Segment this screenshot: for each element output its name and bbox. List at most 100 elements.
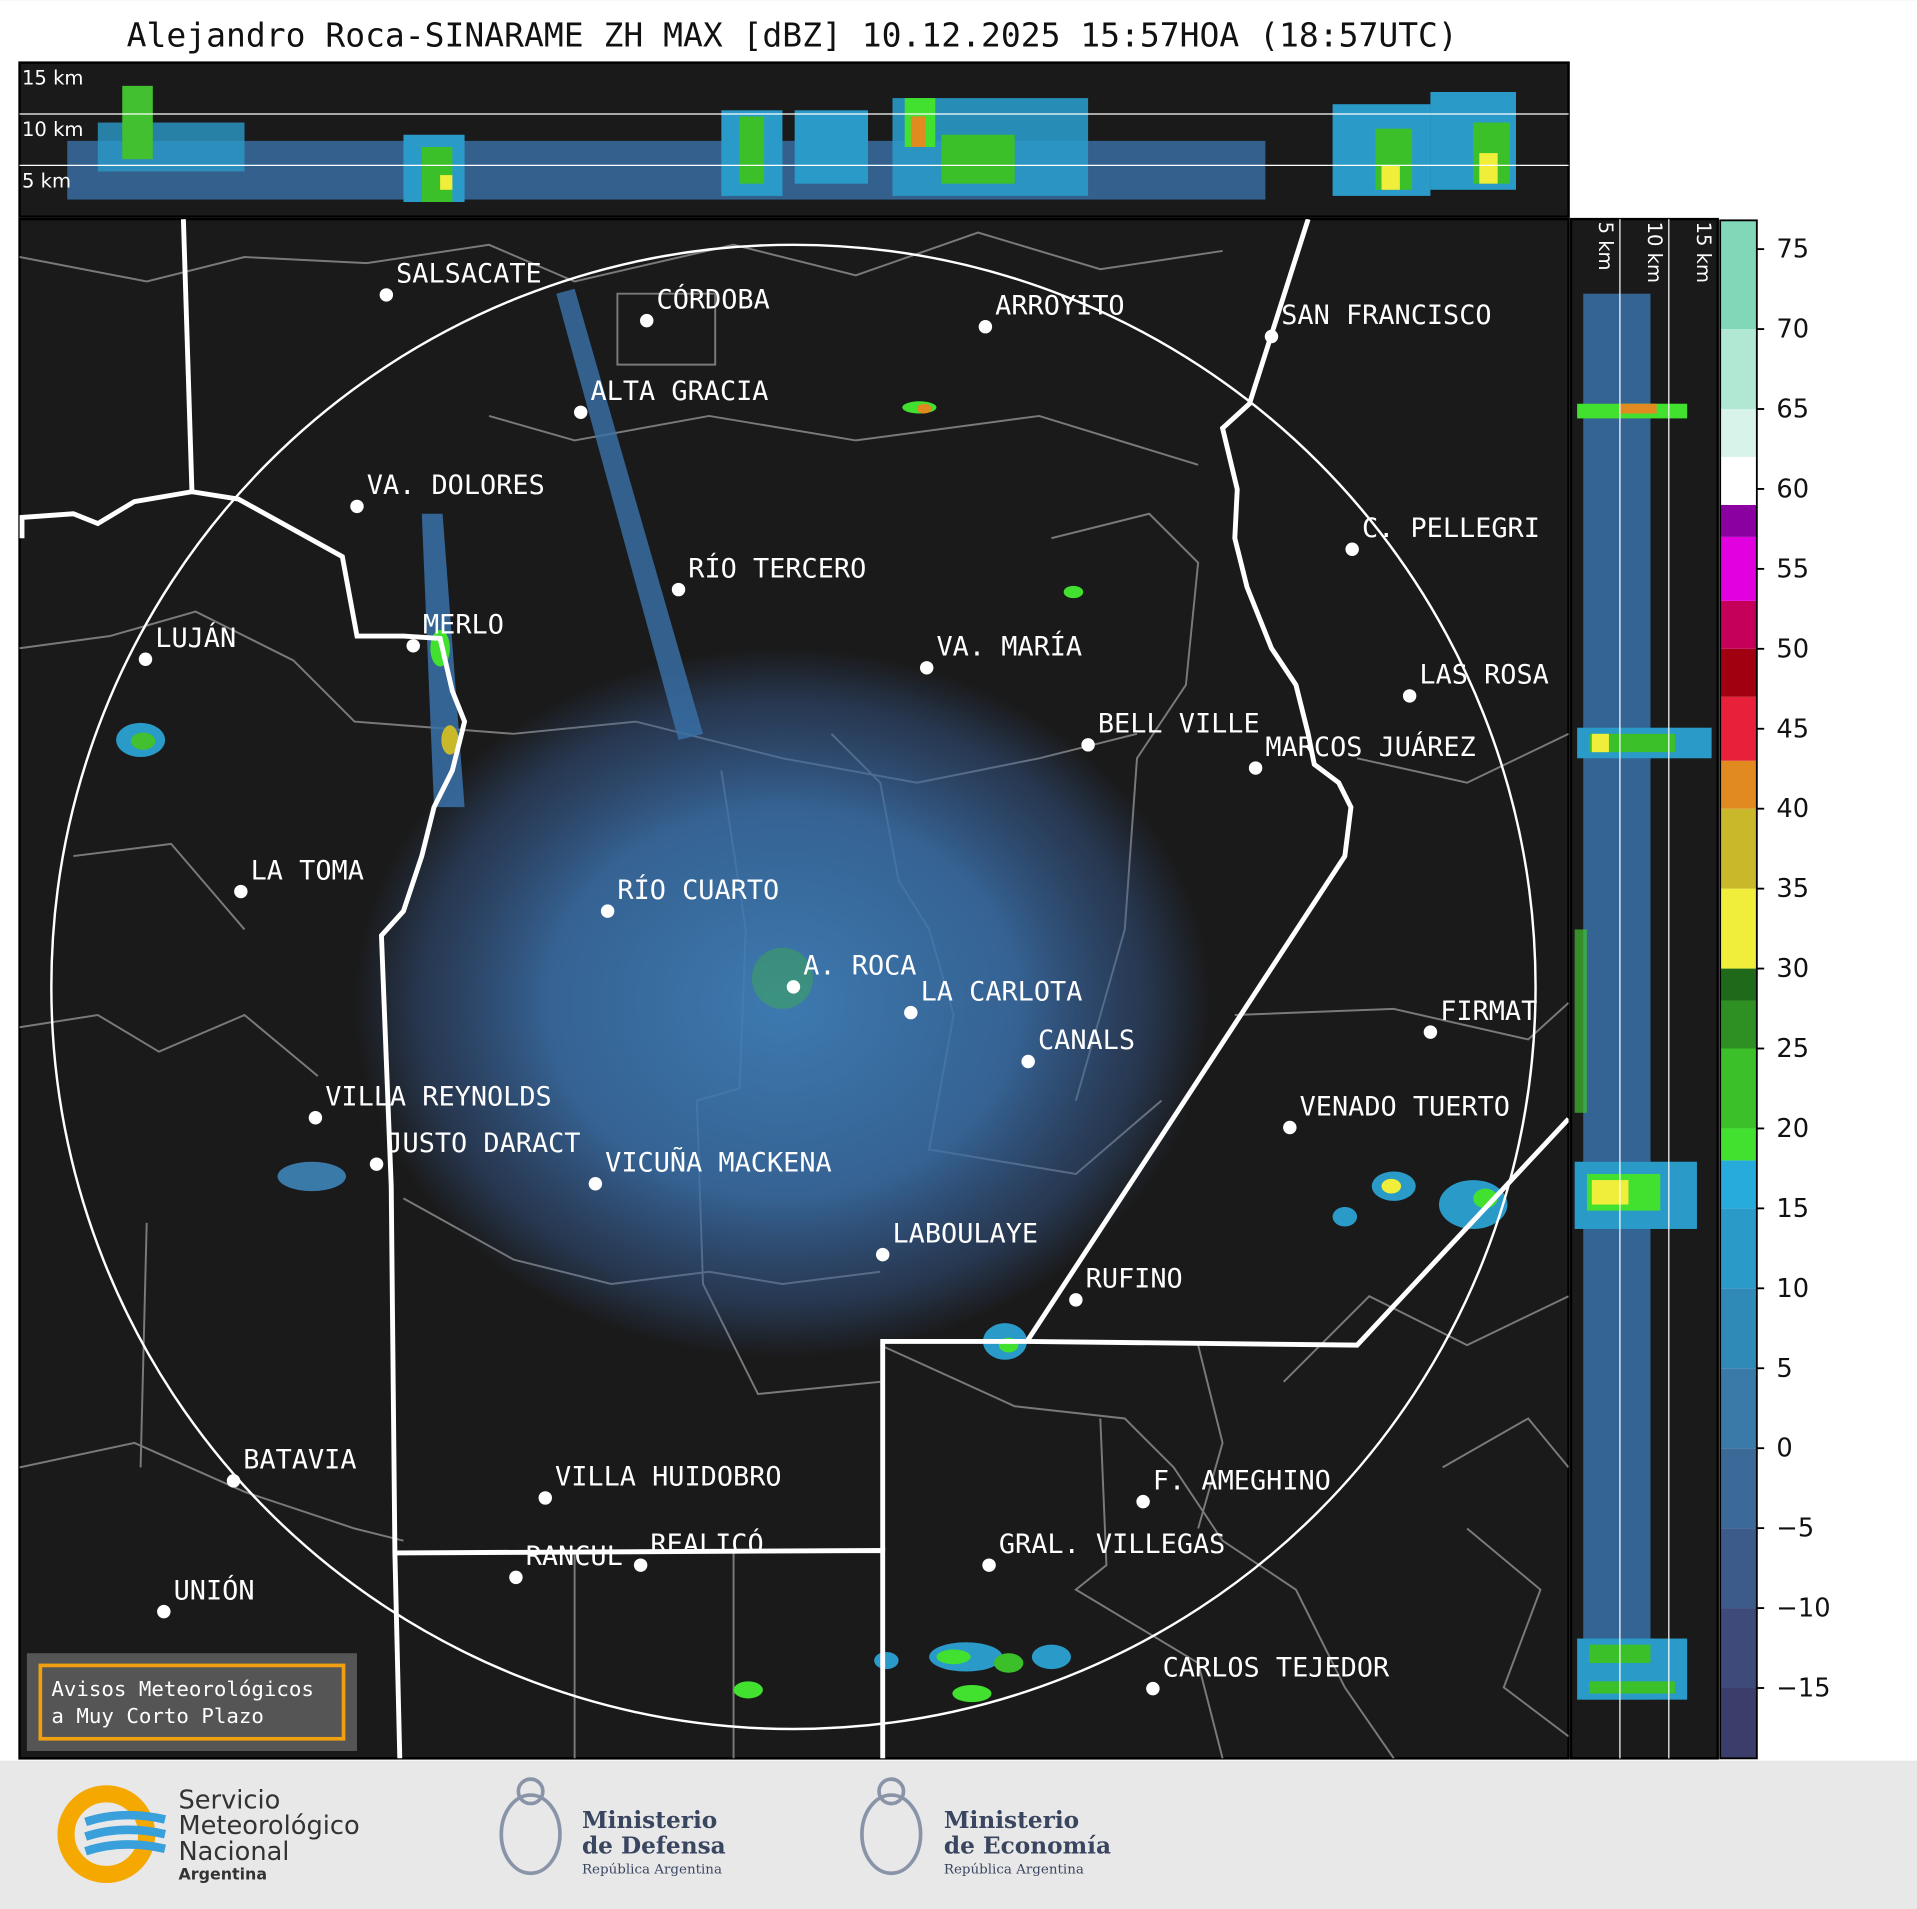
city-label: ALTA GRACIA <box>591 376 769 407</box>
colorbar-step <box>1720 1528 1757 1609</box>
logo-text: Meteorológico <box>178 1811 359 1841</box>
colorbar-tick-label: 75 <box>1776 235 1809 265</box>
city-layer: SALSACATE CÓRDOBA ARROYITO SAN FRANCISCO ALT… <box>138 259 1549 1696</box>
city-label: FIRMAT <box>1440 996 1537 1027</box>
height-label: 15 km <box>1692 222 1715 283</box>
city-marker <box>904 1005 918 1020</box>
colorbar-tick-label: 25 <box>1776 1034 1809 1064</box>
city-marker <box>1345 542 1359 556</box>
logo-text: de Economía <box>944 1833 1111 1860</box>
logo-text: Nacional <box>178 1837 289 1867</box>
top-echoes <box>67 85 1516 203</box>
city-label: REALICÓ <box>650 1528 763 1560</box>
colorbar-tick-label: −5 <box>1776 1514 1814 1544</box>
city-marker <box>573 405 588 420</box>
height-label: 5 km <box>22 169 71 192</box>
range-ring <box>50 243 1537 1731</box>
city-marker <box>640 313 654 328</box>
city-label: VILLA REYNOLDS <box>325 1081 552 1112</box>
colorbar-step <box>1720 220 1757 330</box>
colorbar-step <box>1720 696 1757 761</box>
colorbar-step <box>1720 1687 1757 1759</box>
colorbar-frame <box>1719 219 1758 1760</box>
colorbar-step <box>1720 968 1757 1001</box>
colorbar-step <box>1720 1208 1757 1289</box>
city-label: CANALS <box>1038 1025 1135 1056</box>
city-marker <box>786 980 801 994</box>
colorbar-step <box>1720 760 1757 809</box>
city-marker <box>1402 689 1417 703</box>
city-marker <box>1136 1494 1150 1509</box>
colorbar-tick-label: 70 <box>1776 315 1809 345</box>
city-label: MERLO <box>423 610 504 641</box>
logo-text: Ministerio <box>944 1807 1079 1834</box>
colorbar-tick-label: 50 <box>1776 634 1809 664</box>
colorbar-tick-label: 60 <box>1776 474 1809 504</box>
city-marker <box>919 661 934 675</box>
city-marker <box>369 1157 384 1171</box>
city-label: LA TOMA <box>251 855 364 886</box>
colorbar-tick-label: 10 <box>1776 1274 1809 1304</box>
city-marker <box>1283 1120 1297 1135</box>
province-borders <box>19 219 1569 1759</box>
city-marker <box>350 499 364 514</box>
colorbar-step <box>1720 408 1757 457</box>
city-marker <box>1248 761 1263 775</box>
logo-text: Argentina <box>178 1864 267 1883</box>
city-label: VILLA HUIDOBRO <box>555 1462 782 1493</box>
colorbar-step <box>1720 1448 1757 1529</box>
city-marker <box>1021 1054 1035 1069</box>
colorbar-step <box>1720 504 1757 537</box>
city-marker <box>982 1558 996 1572</box>
city-label: SALSACATE <box>396 259 542 290</box>
logo-text: Ministerio <box>582 1807 717 1834</box>
city-label: BATAVIA <box>243 1445 356 1476</box>
city-label: ARROYITO <box>995 290 1124 321</box>
city-marker <box>138 652 153 666</box>
height-label: 5 km <box>1594 222 1617 271</box>
city-label: UNIÓN <box>174 1574 255 1606</box>
city-marker <box>234 884 248 899</box>
city-label: GRAL. VILLEGAS <box>999 1529 1226 1560</box>
city-label: RUFINO <box>1086 1264 1183 1295</box>
map-content: SALSACATE CÓRDOBA ARROYITO SAN FRANCISCO ALT… <box>19 219 1569 1759</box>
warning-box <box>26 1653 357 1752</box>
footer-background <box>0 1760 1917 1909</box>
colorbar-step <box>1720 1288 1757 1369</box>
colorbar-tick-label: 65 <box>1776 395 1809 425</box>
logo-text: de Defensa <box>582 1833 726 1860</box>
city-marker <box>406 639 420 653</box>
colorbar-step <box>1720 1128 1757 1161</box>
city-label: VA. DOLORES <box>367 470 545 501</box>
colorbar-tick-label: 20 <box>1776 1114 1809 1144</box>
colorbar-step <box>1720 888 1757 969</box>
city-marker <box>157 1604 171 1619</box>
colorbar-tick-label: 15 <box>1776 1194 1809 1224</box>
colorbar-step <box>1720 600 1757 649</box>
logo-text: República Argentina <box>944 1862 1084 1877</box>
city-label: MARCOS JUÁREZ <box>1265 731 1475 763</box>
colorbar-tick-label: 55 <box>1776 554 1809 584</box>
warning-text: Avisos Meteorológicos <box>51 1677 314 1701</box>
city-marker <box>1069 1293 1083 1307</box>
warning-border <box>38 1663 346 1741</box>
city-marker <box>308 1110 323 1125</box>
colorbar-step <box>1720 648 1757 697</box>
city-label: A. ROCA <box>803 951 916 982</box>
city-label: LAS ROSA <box>1419 660 1548 691</box>
city-marker <box>600 904 615 918</box>
city-marker <box>379 288 394 302</box>
city-marker <box>1423 1025 1438 1039</box>
colorbar-tick-label: 40 <box>1776 794 1809 824</box>
city-label: RANCUL <box>526 1541 623 1572</box>
city-marker <box>226 1474 241 1488</box>
colorbar-step <box>1720 1048 1757 1129</box>
city-marker <box>875 1247 890 1262</box>
city-marker <box>1081 738 1095 752</box>
coat-of-arms <box>499 1777 562 1876</box>
city-label: LA CARLOTA <box>921 976 1083 1007</box>
colorbar-step <box>1720 456 1757 505</box>
city-marker <box>978 319 993 334</box>
city-label: SAN FRANCISCO <box>1281 300 1491 331</box>
warning-text: a Muy Corto Plazo <box>51 1704 264 1728</box>
